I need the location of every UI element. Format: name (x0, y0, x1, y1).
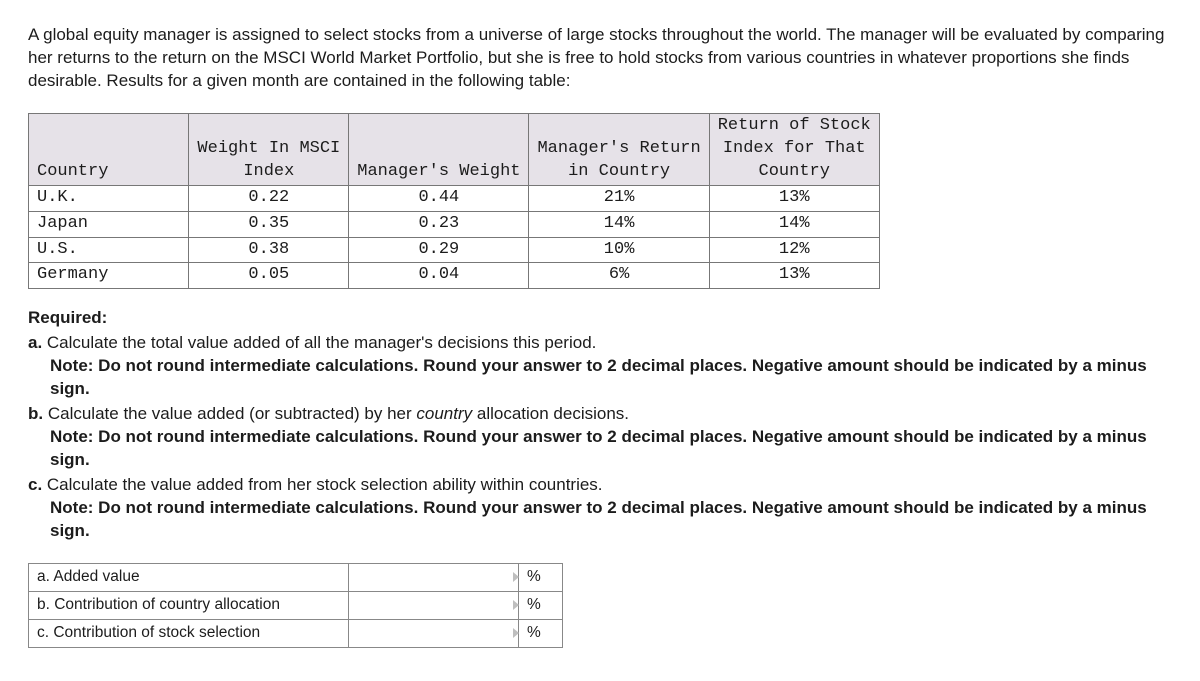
data-table-header-row: Country Weight In MSCI Index Manager's W… (29, 113, 880, 185)
question-line: c. Calculate the value added from her st… (28, 474, 1172, 497)
table-cell: 0.04 (349, 263, 529, 289)
intro-paragraph: A global equity manager is assigned to s… (28, 24, 1172, 93)
table-cell: 13% (709, 263, 879, 289)
table-cell: 0.29 (349, 237, 529, 263)
col-header-manager-weight: Manager's Weight (349, 113, 529, 185)
answer-label: b. Contribution of country allocation (29, 591, 349, 619)
question-list: a. Calculate the total value added of al… (28, 332, 1172, 542)
table-cell: 0.35 (189, 211, 349, 237)
question-text-italic: country (416, 404, 472, 423)
table-cell: 0.38 (189, 237, 349, 263)
answer-input-cell (349, 563, 519, 591)
answer-unit: % (519, 591, 563, 619)
table-row: Germany0.050.046%13% (29, 263, 880, 289)
data-table: Country Weight In MSCI Index Manager's W… (28, 113, 880, 290)
table-cell: U.K. (29, 185, 189, 211)
table-cell: 21% (529, 185, 709, 211)
question-marker: c. (28, 475, 47, 494)
table-cell: Germany (29, 263, 189, 289)
question-note: Note: Do not round intermediate calculat… (28, 497, 1172, 543)
col-header-index-return: Return of Stock Index for That Country (709, 113, 879, 185)
table-cell: 6% (529, 263, 709, 289)
answer-label: a. Added value (29, 563, 349, 591)
answer-input-c[interactable] (349, 620, 518, 646)
answer-input-cell (349, 591, 519, 619)
col-header-manager-return: Manager's Return in Country (529, 113, 709, 185)
question-text: Calculate the value added from her stock… (47, 475, 603, 494)
question-line: a. Calculate the total value added of al… (28, 332, 1172, 355)
required-title: Required: (28, 307, 1172, 330)
answer-unit: % (519, 619, 563, 647)
answer-input-cell (349, 619, 519, 647)
question-marker: a. (28, 333, 47, 352)
answer-unit: % (519, 563, 563, 591)
col-header-country: Country (29, 113, 189, 185)
table-row: U.S.0.380.2910%12% (29, 237, 880, 263)
question-text: Calculate the value added (or subtracted… (48, 404, 417, 423)
table-cell: 0.23 (349, 211, 529, 237)
question-note: Note: Do not round intermediate calculat… (28, 426, 1172, 472)
table-cell: U.S. (29, 237, 189, 263)
table-cell: 0.44 (349, 185, 529, 211)
question-item: c. Calculate the value added from her st… (28, 474, 1172, 543)
table-cell: 0.22 (189, 185, 349, 211)
question-note: Note: Do not round intermediate calculat… (28, 355, 1172, 401)
table-cell: Japan (29, 211, 189, 237)
answer-row: c. Contribution of stock selection% (29, 619, 563, 647)
data-table-body: U.K.0.220.4421%13%Japan0.350.2314%14%U.S… (29, 185, 880, 289)
answer-table-body: a. Added value%b. Contribution of countr… (29, 563, 563, 647)
table-cell: 13% (709, 185, 879, 211)
question-item: a. Calculate the total value added of al… (28, 332, 1172, 401)
question-marker: b. (28, 404, 48, 423)
answer-row: a. Added value% (29, 563, 563, 591)
table-row: Japan0.350.2314%14% (29, 211, 880, 237)
answer-row: b. Contribution of country allocation% (29, 591, 563, 619)
table-cell: 10% (529, 237, 709, 263)
table-cell: 14% (529, 211, 709, 237)
table-cell: 14% (709, 211, 879, 237)
answer-input-b[interactable] (349, 592, 518, 618)
question-text-post: allocation decisions. (472, 404, 629, 423)
required-block: Required: a. Calculate the total value a… (28, 307, 1172, 542)
table-cell: 0.05 (189, 263, 349, 289)
answer-table: a. Added value%b. Contribution of countr… (28, 563, 563, 648)
question-text: Calculate the total value added of all t… (47, 333, 596, 352)
question-line: b. Calculate the value added (or subtrac… (28, 403, 1172, 426)
table-cell: 12% (709, 237, 879, 263)
answer-input-a[interactable] (349, 564, 518, 590)
answer-label: c. Contribution of stock selection (29, 619, 349, 647)
table-row: U.K.0.220.4421%13% (29, 185, 880, 211)
question-item: b. Calculate the value added (or subtrac… (28, 403, 1172, 472)
col-header-msci-weight: Weight In MSCI Index (189, 113, 349, 185)
